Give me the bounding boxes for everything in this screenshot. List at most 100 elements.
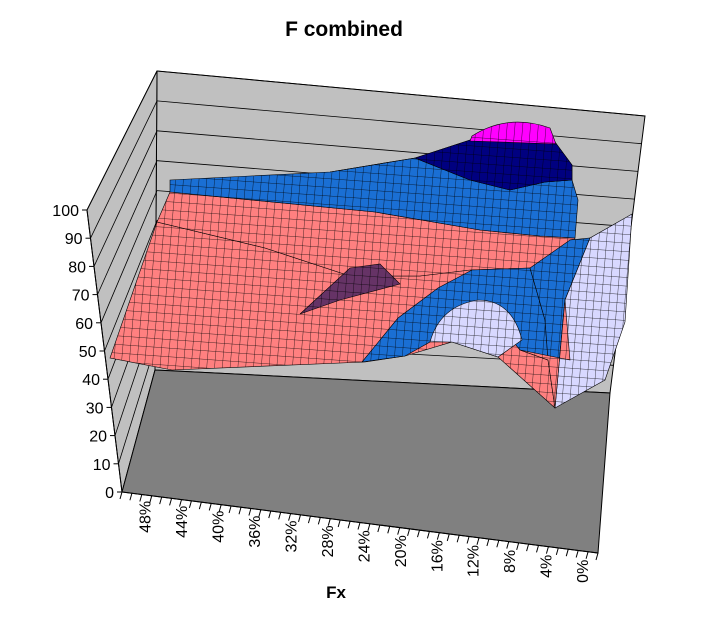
- mesh-line: [544, 122, 571, 408]
- x-tick-mark: [298, 514, 301, 523]
- mesh-line: [110, 290, 632, 332]
- x-tick-label: 24%: [356, 530, 373, 562]
- z-tick-label: 30: [86, 400, 104, 417]
- x-tick-mark: [188, 500, 192, 509]
- x-tick-mark: [228, 505, 232, 514]
- x-tick-mark: [278, 512, 282, 520]
- mesh-line: [110, 221, 632, 263]
- x-tick-mark: [119, 491, 123, 500]
- x-tick-mark: [238, 507, 242, 515]
- x-tick-mark: [169, 498, 173, 506]
- x-tick-mark: [357, 522, 361, 530]
- x-tick-mark: [208, 503, 212, 511]
- x-tick-mark: [555, 547, 559, 556]
- x-tick-mark: [585, 551, 589, 559]
- mesh-line: [110, 333, 632, 375]
- back-gridline: [156, 70, 646, 117]
- x-tick-mark: [129, 493, 133, 501]
- x-tick-label: 36%: [247, 516, 264, 548]
- x-axis: 48% 44% 40% 36% 32% 28% 24% 20% 16% 12% 8% 4% 0%: [119, 491, 599, 583]
- mesh-line: [110, 247, 632, 288]
- mesh-line: [110, 256, 632, 297]
- x-tick-label: 32%: [283, 520, 300, 552]
- x-tick-mark: [417, 529, 420, 538]
- x-tick-mark: [307, 516, 311, 524]
- x-tick-mark: [397, 527, 401, 535]
- surface-band-50-60-v: [519, 299, 571, 409]
- x-tick-mark: [486, 538, 490, 547]
- x-tick-mark: [317, 517, 321, 525]
- x-tick-mark: [347, 521, 351, 529]
- mesh-line: [529, 122, 555, 408]
- mesh-line: [110, 230, 632, 271]
- x-tick-label: 4%: [539, 555, 556, 578]
- z-tick-label: 0: [105, 485, 114, 502]
- x-tick-mark: [446, 533, 450, 542]
- mesh-line: [110, 299, 632, 340]
- mesh-line: [110, 195, 632, 237]
- z-axis: 0 10 20 30 40 50 60 70 80 90 100: [52, 203, 123, 502]
- x-tick-label: 20%: [393, 535, 410, 567]
- x-tick-label: 16%: [429, 540, 446, 572]
- x-tick-mark: [258, 509, 262, 517]
- x-tick-mark: [337, 519, 341, 528]
- x-tick-mark: [139, 494, 143, 502]
- x-tick-mark: [476, 537, 480, 545]
- x-tick-mark: [407, 528, 411, 536]
- x-tick-mark: [387, 526, 391, 534]
- x-tick-mark: [179, 499, 182, 507]
- x-tick-label: 28%: [320, 525, 337, 557]
- x-tick-mark: [426, 531, 430, 539]
- side-gridline: [90, 100, 158, 239]
- mesh-line: [110, 178, 632, 220]
- mesh-line: [110, 264, 632, 306]
- z-tick-label: 10: [93, 457, 111, 474]
- x-tick-mark: [506, 541, 510, 549]
- side-gridline: [97, 160, 158, 295]
- surface-band-80-90-dip: [429, 299, 523, 358]
- side-gridline: [104, 220, 158, 352]
- x-tick-mark: [149, 495, 153, 503]
- x-tick-mark: [327, 518, 331, 526]
- x-tick-mark: [536, 545, 539, 553]
- x-tick-mark: [288, 513, 292, 521]
- z-tick-label: 50: [79, 344, 97, 361]
- x-tick-mark: [377, 524, 381, 533]
- x-axis-title: Fx: [326, 583, 346, 602]
- back-gridline: [156, 100, 642, 145]
- side-gridline: [100, 190, 158, 323]
- mesh-line: [536, 122, 563, 408]
- z-tick-label: 70: [72, 288, 90, 305]
- x-tick-label: 12%: [466, 545, 483, 577]
- floor: [121, 369, 611, 554]
- x-tick-mark: [545, 546, 549, 554]
- x-tick-mark: [516, 542, 520, 550]
- surface-band-40-50: [299, 263, 401, 315]
- mesh-line: [110, 213, 632, 254]
- x-tick-label: 0%: [575, 560, 592, 583]
- x-tick-mark: [466, 536, 470, 544]
- x-tick-label: 44%: [174, 506, 191, 538]
- mesh-line: [110, 204, 632, 245]
- x-tick-mark: [268, 510, 272, 519]
- x-tick-label: 48%: [138, 501, 155, 533]
- x-tick-mark: [436, 532, 440, 540]
- x-tick-mark: [159, 496, 163, 505]
- x-tick-label: 40%: [210, 511, 227, 543]
- x-tick-mark: [456, 535, 460, 543]
- side-gridline: [86, 70, 158, 211]
- z-tick-label: 80: [68, 259, 86, 276]
- x-tick-mark: [218, 504, 222, 512]
- x-tick-label: 8%: [502, 550, 519, 573]
- z-tick-label: 100: [52, 203, 79, 220]
- surface-plot: [109, 121, 633, 409]
- mesh-line: [110, 282, 632, 323]
- z-tick-label: 40: [82, 372, 100, 389]
- x-tick-mark: [198, 502, 202, 510]
- chart-title: F combined: [285, 18, 403, 41]
- z-tick-label: 20: [89, 429, 107, 446]
- x-tick-mark: [575, 550, 579, 558]
- mesh-line: [521, 122, 547, 408]
- x-tick-mark: [595, 552, 599, 561]
